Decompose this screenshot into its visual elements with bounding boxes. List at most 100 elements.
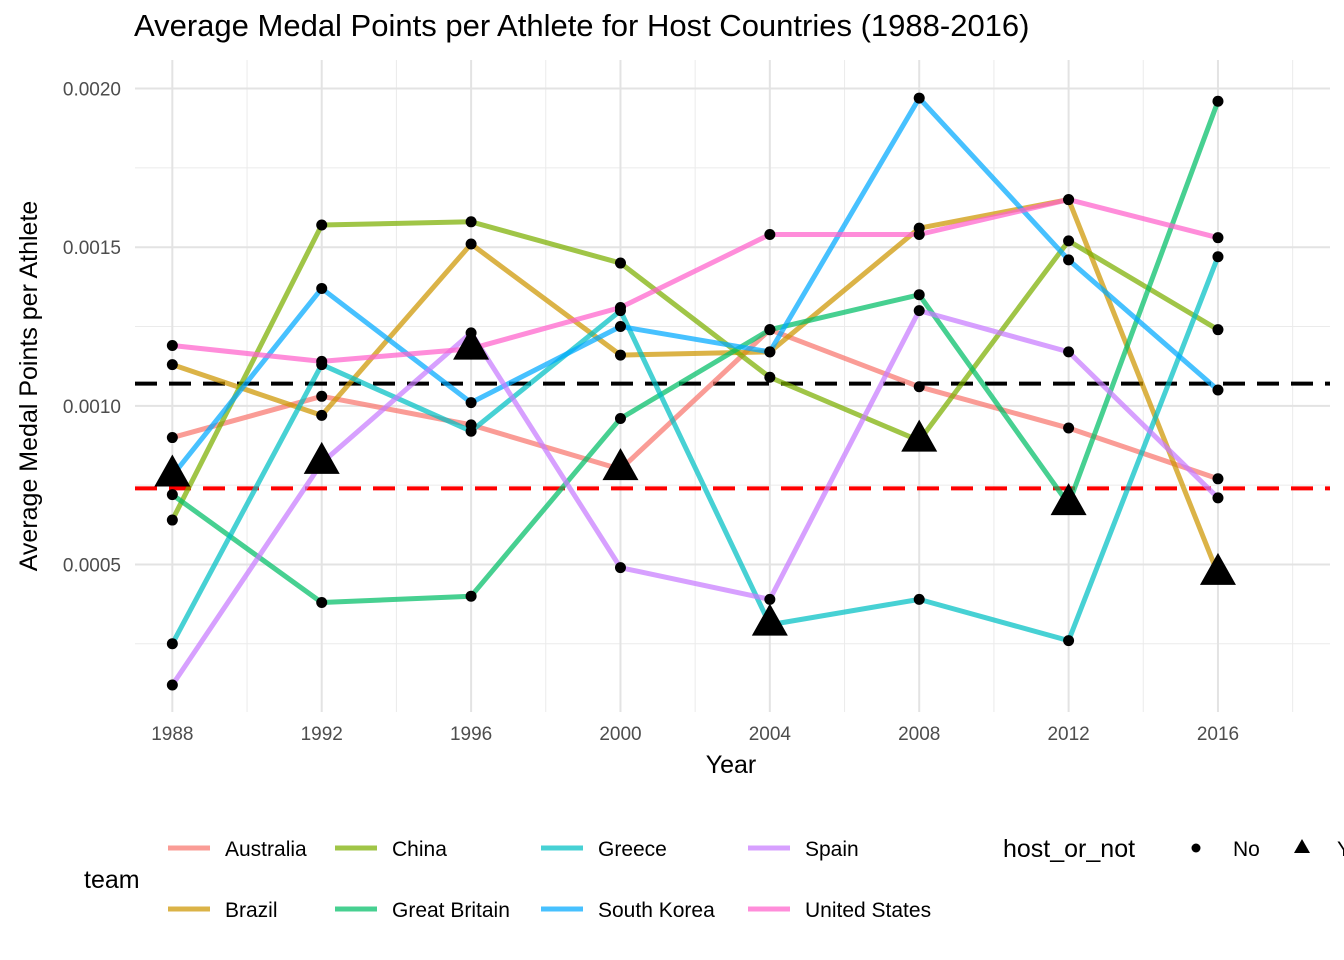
legend-host-title: host_or_not [1003, 835, 1135, 863]
data-point [316, 219, 328, 231]
series-points [154, 92, 1236, 691]
data-point [614, 321, 626, 333]
legend-team-title: team [84, 866, 140, 894]
data-point [1212, 95, 1224, 107]
host-point [751, 603, 788, 636]
legend-yes-marker [1294, 839, 1310, 853]
legend-label: Brazil [225, 899, 278, 922]
data-point [614, 413, 626, 425]
legend-label: South Korea [598, 899, 715, 922]
data-point [1212, 324, 1224, 336]
data-point [614, 349, 626, 361]
x-tick-label: 2008 [898, 724, 940, 745]
x-axis-title: Year [706, 751, 757, 779]
data-point [465, 238, 477, 250]
x-tick-label: 1996 [450, 724, 492, 745]
x-tick-label: 2000 [599, 724, 641, 745]
data-point [166, 340, 178, 352]
y-axis-title: Average Medal Points per Athlete [15, 201, 43, 572]
data-point [1063, 235, 1075, 247]
y-tick-label: 0.0020 [63, 80, 121, 101]
x-tick-label: 2016 [1197, 724, 1239, 745]
legend-host: host_or_not No Y [1003, 835, 1344, 863]
data-point [1063, 254, 1075, 266]
series-line-australia [171, 327, 1219, 482]
series-line-china [170, 219, 1220, 522]
data-point [316, 355, 328, 367]
data-point [913, 305, 925, 317]
data-point [166, 514, 178, 526]
data-point [316, 597, 328, 609]
x-tick-label: 2012 [1047, 724, 1089, 745]
legend-label: Great Britain [392, 899, 510, 922]
legend-label: China [392, 838, 447, 861]
data-point [1212, 473, 1224, 485]
y-tick-label: 0.0015 [63, 238, 121, 259]
data-point [913, 381, 925, 393]
data-point [913, 593, 925, 605]
grid-minor [135, 60, 1330, 712]
host-point [901, 419, 938, 452]
series-line-spain [170, 308, 1220, 687]
host-point [303, 441, 340, 474]
x-tick-label: 1992 [301, 724, 343, 745]
data-point [166, 679, 178, 691]
x-tick-label: 1988 [151, 724, 193, 745]
series-line-great-britain [170, 100, 1221, 606]
legend-label: United States [805, 899, 931, 922]
series-line-south-korea [170, 95, 1220, 478]
data-point [764, 229, 776, 241]
data-point [764, 346, 776, 358]
legend-no-label: No [1233, 838, 1260, 861]
data-point [166, 638, 178, 650]
data-point [465, 216, 477, 228]
data-point [614, 301, 626, 313]
data-point [764, 324, 776, 336]
data-point [913, 92, 925, 104]
data-point [1063, 635, 1075, 647]
y-tick-label: 0.0010 [63, 397, 121, 418]
series-lines [170, 95, 1221, 687]
legend-label: Spain [805, 838, 859, 861]
data-point [465, 397, 477, 409]
data-point [1063, 194, 1075, 206]
host-point [1199, 552, 1236, 585]
data-point [166, 432, 178, 444]
data-point [1212, 251, 1224, 263]
legend-label: Australia [225, 838, 307, 861]
host-point [602, 448, 639, 481]
y-axis-ticks: 0.0005 0.0010 0.0015 0.0020 [63, 80, 121, 577]
data-point [465, 425, 477, 437]
host-point [154, 454, 191, 487]
data-point [913, 229, 925, 241]
data-point [764, 593, 776, 605]
data-point [166, 489, 178, 501]
data-point [166, 359, 178, 371]
data-point [913, 289, 925, 301]
reference-lines [135, 381, 1330, 491]
host-point [453, 327, 490, 360]
chart-title: Average Medal Points per Athlete for Hos… [134, 8, 1030, 43]
data-point [1063, 346, 1075, 358]
legend-yes-label: Y [1337, 838, 1344, 861]
series-line-greece [170, 255, 1221, 645]
data-point [1212, 492, 1224, 504]
legend-team: team Australia Brazil China Great Britain Gr… [84, 838, 931, 922]
x-tick-label: 2004 [749, 724, 792, 745]
grid-major [135, 60, 1330, 712]
data-point [764, 371, 776, 383]
data-point [614, 562, 626, 574]
data-point [1212, 384, 1224, 396]
data-point [614, 257, 626, 269]
data-point [316, 390, 328, 402]
data-point [316, 409, 328, 421]
legend-label: Greece [598, 838, 667, 861]
host-point [1050, 483, 1087, 516]
data-point [316, 282, 328, 294]
series-line-united-states [172, 197, 1219, 364]
legend-no-marker [1191, 843, 1201, 853]
y-tick-label: 0.0005 [63, 555, 121, 576]
data-point [1212, 232, 1224, 244]
data-point [465, 590, 477, 602]
